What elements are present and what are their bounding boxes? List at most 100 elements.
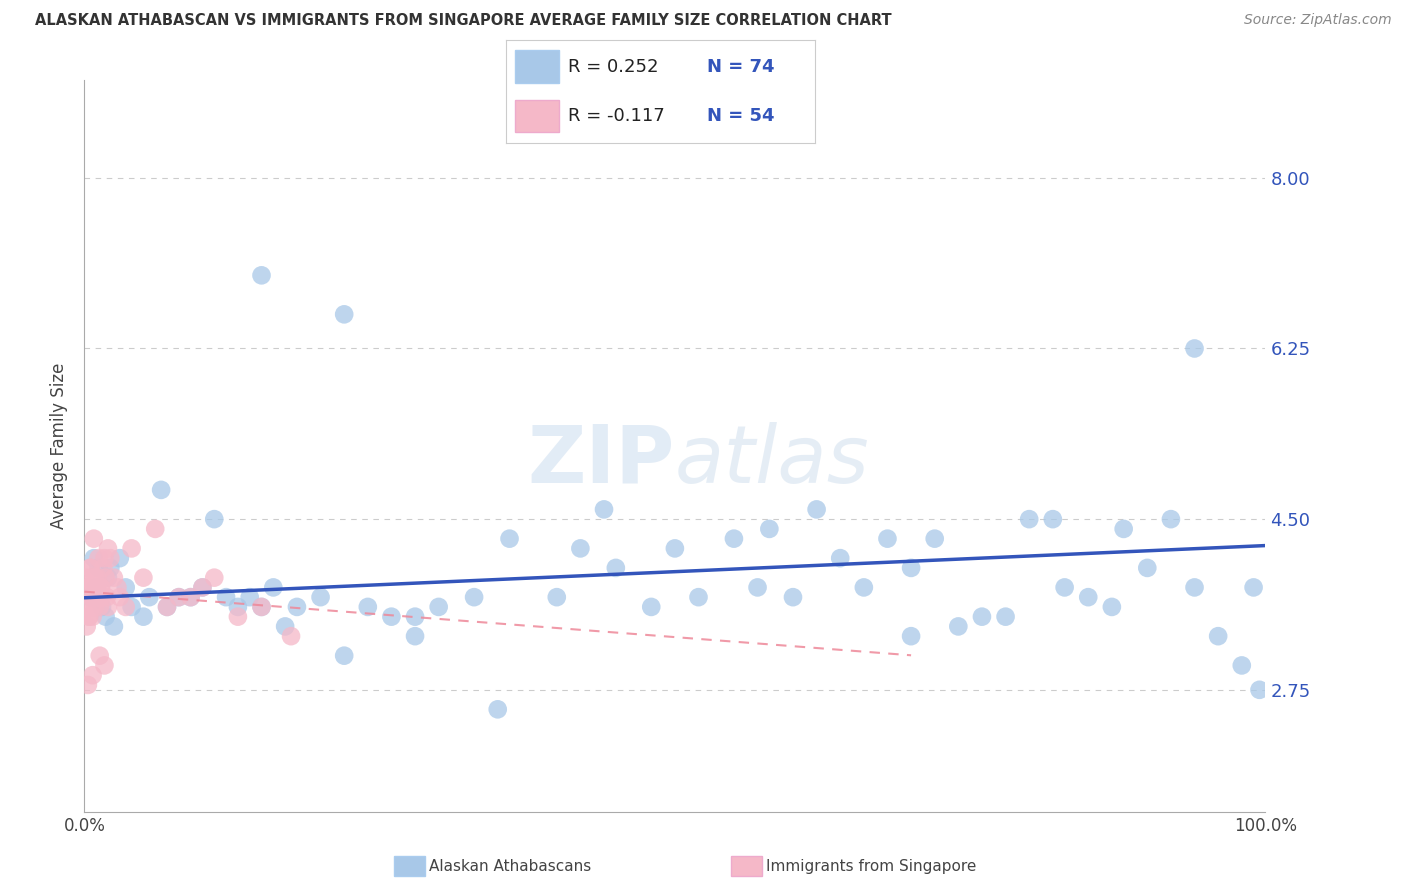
- Point: [900, 629, 922, 643]
- Point: [593, 502, 616, 516]
- Point: [404, 609, 426, 624]
- Point: [77, 609, 100, 624]
- Point: [605, 561, 627, 575]
- Point: [1230, 658, 1253, 673]
- Point: [758, 522, 780, 536]
- Point: [114, 599, 136, 614]
- Point: [1101, 599, 1123, 614]
- Point: [191, 581, 214, 595]
- Text: R = 0.252: R = 0.252: [568, 58, 658, 76]
- Point: [1206, 629, 1229, 643]
- Point: [167, 590, 190, 604]
- Point: [782, 590, 804, 604]
- Point: [108, 590, 131, 604]
- Text: ALASKAN ATHABASCAN VS IMMIGRANTS FROM SINGAPORE AVERAGE FAMILY SIZE CORRELATION : ALASKAN ATHABASCAN VS IMMIGRANTS FROM SI…: [35, 13, 891, 29]
- Point: [79, 561, 101, 575]
- Point: [97, 541, 120, 556]
- Point: [75, 571, 97, 585]
- Point: [1018, 512, 1040, 526]
- Point: [970, 609, 993, 624]
- Point: [876, 532, 898, 546]
- Point: [1112, 522, 1135, 536]
- Text: Immigrants from Singapore: Immigrants from Singapore: [766, 859, 977, 873]
- Text: Source: ZipAtlas.com: Source: ZipAtlas.com: [1244, 13, 1392, 28]
- Point: [357, 599, 380, 614]
- Point: [226, 609, 249, 624]
- Point: [91, 599, 114, 614]
- Point: [830, 551, 852, 566]
- Point: [84, 581, 107, 595]
- Point: [309, 590, 332, 604]
- Point: [96, 590, 118, 604]
- Point: [80, 590, 103, 604]
- Point: [80, 599, 103, 614]
- Point: [569, 541, 592, 556]
- Point: [76, 599, 98, 614]
- Point: [280, 629, 302, 643]
- Point: [180, 590, 202, 604]
- Point: [250, 599, 273, 614]
- Point: [89, 648, 111, 663]
- Point: [91, 590, 114, 604]
- Point: [76, 619, 98, 633]
- Point: [79, 561, 101, 575]
- Point: [150, 483, 173, 497]
- Point: [82, 668, 104, 682]
- Point: [98, 561, 121, 575]
- Point: [114, 581, 136, 595]
- Point: [664, 541, 686, 556]
- Point: [215, 590, 238, 604]
- Y-axis label: Average Family Size: Average Family Size: [51, 363, 69, 529]
- Point: [132, 571, 155, 585]
- Point: [84, 571, 107, 585]
- Point: [89, 599, 111, 614]
- Point: [852, 581, 875, 595]
- Point: [93, 551, 115, 566]
- Point: [77, 678, 100, 692]
- Point: [900, 561, 922, 575]
- Point: [180, 590, 202, 604]
- Point: [87, 590, 110, 604]
- Point: [121, 599, 143, 614]
- Point: [1160, 512, 1182, 526]
- Point: [103, 571, 125, 585]
- Point: [404, 629, 426, 643]
- Point: [83, 551, 105, 566]
- Point: [132, 609, 155, 624]
- Point: [723, 532, 745, 546]
- Point: [1077, 590, 1099, 604]
- Point: [91, 561, 114, 575]
- Point: [82, 609, 104, 624]
- Point: [380, 609, 402, 624]
- Point: [191, 581, 214, 595]
- Point: [121, 541, 143, 556]
- Point: [1042, 512, 1064, 526]
- Point: [79, 590, 101, 604]
- Point: [86, 581, 108, 595]
- Point: [262, 581, 284, 595]
- Text: N = 54: N = 54: [707, 107, 775, 125]
- Point: [1249, 682, 1271, 697]
- Point: [333, 648, 356, 663]
- Point: [80, 571, 103, 585]
- Point: [1053, 581, 1076, 595]
- Point: [250, 599, 273, 614]
- Point: [93, 658, 115, 673]
- Point: [84, 599, 107, 614]
- Point: [87, 551, 110, 566]
- Point: [77, 609, 100, 624]
- Text: Alaskan Athabascans: Alaskan Athabascans: [429, 859, 591, 873]
- Point: [83, 581, 105, 595]
- Point: [98, 551, 121, 566]
- Point: [97, 599, 120, 614]
- Point: [463, 590, 485, 604]
- Point: [90, 581, 112, 595]
- Point: [202, 571, 225, 585]
- Point: [486, 702, 509, 716]
- Point: [82, 590, 104, 604]
- Point: [640, 599, 662, 614]
- Point: [84, 581, 107, 595]
- Point: [84, 590, 107, 604]
- Point: [924, 532, 946, 546]
- Point: [1184, 581, 1206, 595]
